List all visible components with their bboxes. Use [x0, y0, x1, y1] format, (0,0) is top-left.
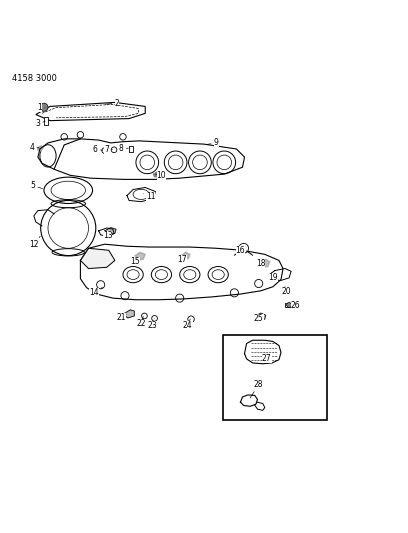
Circle shape	[102, 148, 108, 154]
Text: 26: 26	[291, 301, 300, 310]
Polygon shape	[256, 313, 266, 320]
Text: 12: 12	[29, 236, 40, 249]
Text: 10: 10	[155, 171, 166, 180]
Circle shape	[111, 147, 117, 152]
Text: 14: 14	[89, 287, 102, 297]
Circle shape	[120, 134, 126, 140]
Text: 8: 8	[119, 144, 128, 154]
Text: 9: 9	[207, 139, 219, 148]
Circle shape	[239, 244, 248, 253]
Polygon shape	[182, 252, 190, 259]
Text: 7: 7	[104, 145, 113, 154]
Polygon shape	[125, 310, 134, 318]
Text: 20: 20	[281, 287, 290, 296]
Polygon shape	[105, 228, 116, 236]
Polygon shape	[80, 248, 115, 269]
Text: 4: 4	[29, 143, 39, 152]
Circle shape	[287, 303, 292, 308]
Circle shape	[188, 316, 194, 322]
Bar	[44, 117, 48, 125]
Bar	[285, 303, 294, 307]
Text: 22: 22	[136, 317, 146, 328]
Polygon shape	[135, 252, 145, 261]
Text: 17: 17	[177, 255, 186, 264]
Text: 28: 28	[250, 381, 264, 398]
Circle shape	[77, 132, 84, 138]
Text: 13: 13	[103, 231, 112, 240]
Text: 11: 11	[143, 192, 155, 201]
Polygon shape	[260, 259, 270, 268]
Polygon shape	[38, 146, 43, 151]
Text: 23: 23	[147, 318, 157, 330]
Circle shape	[61, 134, 67, 140]
Circle shape	[282, 287, 289, 294]
Text: 5: 5	[31, 181, 42, 190]
Text: 6: 6	[93, 145, 103, 154]
Polygon shape	[153, 172, 162, 176]
Text: 2: 2	[105, 99, 119, 108]
Text: 18: 18	[256, 259, 266, 268]
Circle shape	[152, 316, 157, 321]
Text: 1: 1	[38, 103, 45, 112]
Bar	[129, 146, 133, 152]
Text: 3: 3	[35, 119, 45, 128]
Text: 19: 19	[268, 272, 278, 281]
Text: 24: 24	[183, 319, 193, 330]
Bar	[224, 335, 327, 421]
Text: 25: 25	[254, 314, 264, 323]
Circle shape	[142, 313, 147, 319]
Text: 4158 3000: 4158 3000	[11, 74, 56, 83]
Text: 21: 21	[116, 313, 126, 321]
Text: 27: 27	[262, 354, 272, 364]
Text: 16: 16	[236, 246, 245, 255]
Circle shape	[40, 103, 48, 111]
Text: 15: 15	[130, 257, 140, 266]
